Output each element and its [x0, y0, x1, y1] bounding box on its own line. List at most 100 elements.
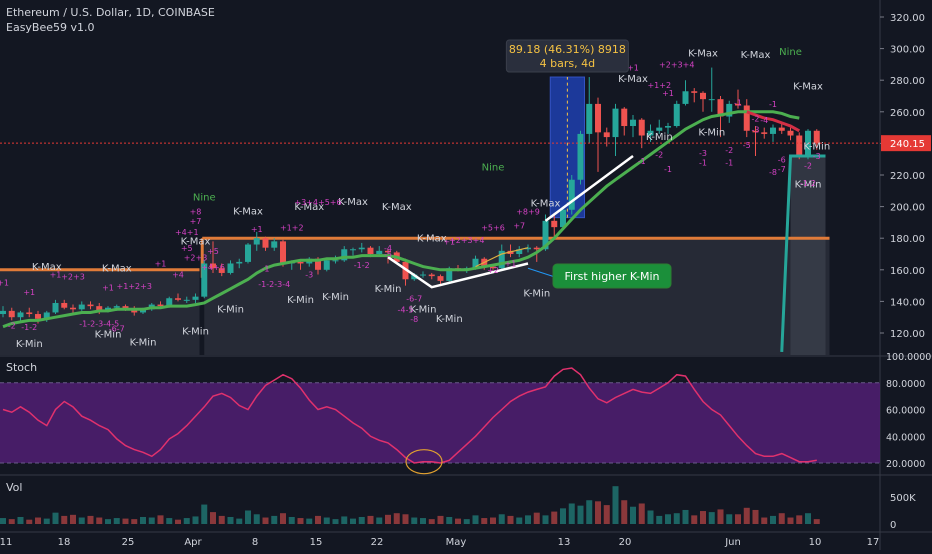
volume-bar: [656, 515, 663, 524]
time-tick-label: 25: [122, 537, 135, 548]
candle-body: [787, 130, 794, 136]
candle-body: [428, 274, 435, 277]
count-label: -2: [804, 162, 812, 171]
indicator-name[interactable]: EasyBee59 v1.0: [6, 21, 95, 34]
vol-pane-label[interactable]: Vol: [6, 481, 23, 494]
volume-bar: [385, 514, 391, 524]
volume-bar: [367, 515, 374, 524]
volume-bar: [402, 514, 409, 524]
kmax-label: K-Max: [531, 199, 561, 210]
volume-bar: [148, 517, 155, 524]
volume-bar: [52, 512, 59, 524]
candle-body: [603, 132, 610, 138]
candle-body: [262, 238, 269, 248]
volume-bar: [595, 501, 601, 524]
count-label: -2: [725, 146, 733, 155]
volume-bar: [533, 512, 540, 524]
candle-body: [52, 302, 59, 313]
candle-body: [621, 108, 628, 127]
count-label: -1: [638, 157, 646, 166]
volume-bar: [105, 519, 111, 524]
volume-bar: [682, 509, 689, 524]
candle-body: [498, 250, 505, 269]
stoch-pane: [0, 367, 880, 475]
volume-bar: [542, 515, 549, 524]
volume-bar: [691, 515, 698, 524]
symbol-title[interactable]: Ethereum / U.S. Dollar, 1D, COINBASE: [6, 6, 215, 19]
volume-bar: [122, 518, 129, 524]
candle-body: [630, 119, 636, 127]
volume-bar: [516, 517, 523, 524]
candle-body: [166, 298, 173, 307]
candle-body: [0, 310, 6, 315]
chart-header: Ethereum / U.S. Dollar, 1D, COINBASE Eas…: [6, 5, 215, 35]
candle-body: [568, 179, 575, 210]
count-label: -8: [769, 168, 777, 177]
count-label: +8: [190, 208, 202, 217]
count-label: +1: [443, 238, 455, 247]
time-tick-label: Apr: [184, 537, 202, 548]
volume-bar: [236, 518, 243, 524]
candle-body: [271, 241, 278, 248]
candle-body: [551, 220, 558, 228]
kmax-label: K-Max: [793, 82, 823, 93]
candle-body: [8, 310, 15, 318]
time-tick-label: 10: [809, 537, 822, 548]
teal-line: [780, 154, 826, 353]
volume-bar: [787, 517, 794, 524]
candle-body: [761, 132, 768, 134]
volume-bar: [665, 514, 671, 524]
candle-body: [245, 244, 251, 262]
count-label: -3: [813, 152, 821, 161]
candle-body: [323, 260, 330, 270]
volume-bar: [647, 510, 654, 524]
yellow-ma-line: [475, 247, 529, 268]
kmax-label: K-Max: [233, 207, 263, 218]
volume-bar: [752, 509, 759, 524]
count-label: -6-7: [406, 294, 422, 303]
volume-bar: [673, 513, 680, 524]
candle-body: [192, 296, 199, 300]
count-label: +5+6: [481, 223, 505, 232]
count-label: -4: [760, 116, 768, 125]
kmin-label: K-Min: [130, 338, 157, 349]
time-tick-label: 15: [310, 537, 323, 548]
count-label: -1-2-3-4: [258, 280, 290, 289]
measure-label-subtext: 4 bars, 4d: [540, 57, 595, 70]
candle-body: [682, 91, 689, 104]
stoch-highlight-ellipse: [405, 449, 443, 475]
candle-body: [612, 108, 619, 138]
candle-body: [420, 274, 426, 276]
kmin-label: K-Min: [217, 304, 244, 315]
count-label: -1-2: [354, 261, 370, 270]
support-zone: [790, 156, 826, 355]
candle-body: [813, 130, 820, 144]
volume-bar: [603, 505, 610, 524]
count-label: +3+4+5+6: [294, 198, 341, 207]
candle-body: [315, 258, 321, 270]
volume-bar: [621, 500, 628, 524]
count-label: +5: [207, 247, 219, 256]
candle-body: [297, 261, 304, 264]
volume-bar: [813, 519, 820, 524]
kmax-label: K-Max: [618, 74, 648, 85]
volume-bar: [157, 515, 164, 524]
count-label: +4+6: [201, 263, 225, 272]
volume-tick-label: 0: [890, 520, 896, 531]
volume-bar: [770, 515, 776, 524]
candle-body: [533, 247, 540, 250]
stoch-pane-label[interactable]: Stoch: [6, 361, 38, 374]
count-label: +1: [50, 271, 62, 280]
volume-bar: [717, 509, 724, 524]
volume-bar: [551, 511, 558, 524]
measure-label-box: [505, 39, 629, 73]
candle-body: [472, 258, 479, 269]
volume-bar: [280, 513, 286, 524]
kmin-label: K-Min: [16, 339, 43, 350]
kmin-label: K-Min: [287, 295, 314, 306]
count-label: +1+2: [647, 81, 671, 90]
white-trend-line: [544, 155, 634, 222]
volume-bar: [708, 512, 715, 524]
count-label: -1: [262, 264, 270, 273]
